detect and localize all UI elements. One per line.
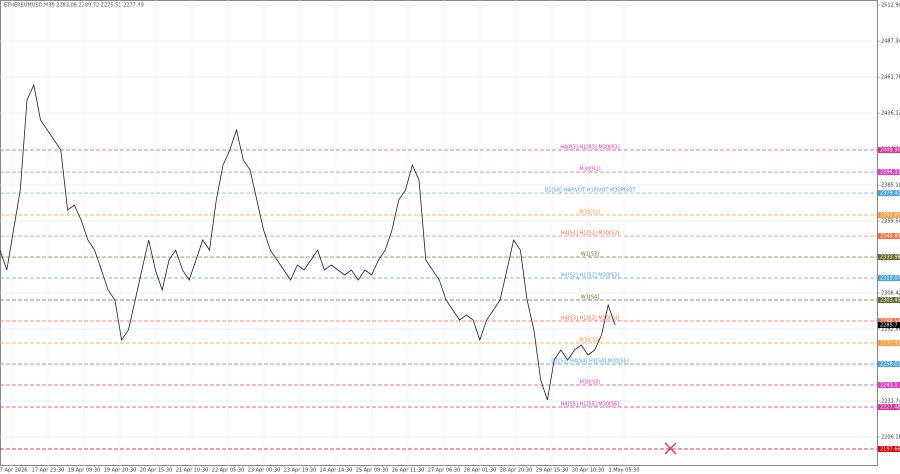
chart-title: ETHEREUMUSD,M30 2283.06 2289.72 2275.51 … <box>4 3 144 9</box>
level-label: M30[S1] <box>580 210 601 216</box>
level-tag-label: 2379.42 <box>880 191 900 197</box>
y-tick-label: 2359.54 <box>881 219 900 225</box>
level-tag <box>878 446 900 453</box>
level-label: H4[S1] H1[S1] M30[S2] <box>561 231 620 237</box>
level-tag <box>878 190 900 197</box>
level-tag-label: 2363.81 <box>880 213 900 219</box>
level-tag-label: 2319.07 <box>880 276 900 282</box>
level-tag-label: 2227.48 <box>880 405 900 411</box>
price-line <box>0 83 616 401</box>
x-tick-label: 25 Apr 09:30 <box>356 468 389 474</box>
y-tick-label: 2436.22 <box>881 111 900 117</box>
current-price-label: 2285.7 <box>880 323 898 329</box>
y-tick-label: 2206.18 <box>881 435 900 441</box>
x-tick-label: 22 Apr 05:30 <box>212 468 245 474</box>
level-label: H4[R3] H1[R3] M30[R3] <box>560 145 619 151</box>
level-tag-label: 2272.92 <box>880 341 900 347</box>
level-tag-label: 2288.54 <box>880 319 900 325</box>
x-tick-label: 1 May 05:30 <box>608 468 639 474</box>
level-tag <box>878 147 900 154</box>
level-tag <box>878 318 900 325</box>
level-tag <box>878 404 900 411</box>
level-tag-label: 2303.45 <box>880 298 900 304</box>
x-tick-label: 23 Apr 19:30 <box>284 468 317 474</box>
level-label: W1[S3] <box>581 252 599 258</box>
level-label: M30[R1] <box>579 167 600 173</box>
x-tick-label: 28 Apr 20:30 <box>500 468 533 474</box>
level-tag <box>878 361 900 368</box>
x-tick-label: 30 Apr 10:30 <box>572 468 605 474</box>
level-label: D1[S0] H4PIVOT H1PIVOT M30PIVOT <box>544 188 636 194</box>
current-price-tag <box>878 322 900 329</box>
level-tag <box>878 169 900 176</box>
level-label: M30[S4] <box>580 338 601 344</box>
level-tag-label: 2197.66 <box>880 447 900 453</box>
level-label: H4[S5] H1[S5] M30[S6] <box>561 402 620 408</box>
x-tick-label: 23 Apr 00:30 <box>248 468 281 474</box>
x-tick-label: 17 Apr 23:30 <box>32 468 65 474</box>
x-tick-label: 26 Apr 11:30 <box>392 468 425 474</box>
x-tick-label: 28 Apr 01:30 <box>464 468 497 474</box>
level-tag-label: 2409.95 <box>880 148 900 154</box>
x-tick-label: 17 Apr 2026 <box>0 468 27 474</box>
level-tag <box>878 340 900 347</box>
x-tick-label: 19 Apr 09:30 <box>68 468 101 474</box>
x-tick-label: 24 Apr 14:30 <box>320 468 353 474</box>
level-label: H4[S2] H1[S2] M30[S3] <box>561 273 620 279</box>
level-tag-label: 2243.1 <box>880 383 898 389</box>
level-tag-label: 2348.89 <box>880 234 900 240</box>
level-tag <box>878 212 900 219</box>
level-label: M30[S5] <box>580 380 601 386</box>
level-tag-label: 2394.33 <box>880 170 900 176</box>
y-tick-label: 2385.10 <box>881 183 900 189</box>
x-tick-label: 21 Apr 10:30 <box>176 468 209 474</box>
level-tag-label: 2258.01 <box>880 362 900 368</box>
x-tick-label: 19 Apr 20:30 <box>104 468 137 474</box>
plot-frame <box>0 0 878 466</box>
level-tag <box>878 233 900 240</box>
level-tag <box>878 254 900 261</box>
level-tag-label: 2333.98 <box>880 255 900 261</box>
y-tick-label: 2461.78 <box>881 75 900 81</box>
x-tick-label: 20 Apr 15:30 <box>140 468 173 474</box>
level-tag <box>878 382 900 389</box>
level-label: H4[S3] H1[S3] M30[S4] <box>561 316 620 322</box>
level-tag <box>878 275 900 282</box>
level-label: D1[S1] H4[S4] H1[S4] M30[S5] <box>551 359 628 365</box>
x-tick-label: 27 Apr 06:30 <box>428 468 461 474</box>
y-tick-label: 2231.74 <box>881 399 900 405</box>
level-tag <box>878 297 900 304</box>
level-label: W1[S4] <box>581 295 599 301</box>
y-tick-label: 2512.90 <box>881 3 900 9</box>
cross-marker <box>664 442 677 455</box>
x-tick-label: 29 Apr 15:30 <box>536 468 569 474</box>
y-tick-label: 2487.34 <box>881 39 900 45</box>
y-tick-label: 2282.86 <box>881 327 900 333</box>
y-tick-label: 2308.42 <box>881 291 900 297</box>
